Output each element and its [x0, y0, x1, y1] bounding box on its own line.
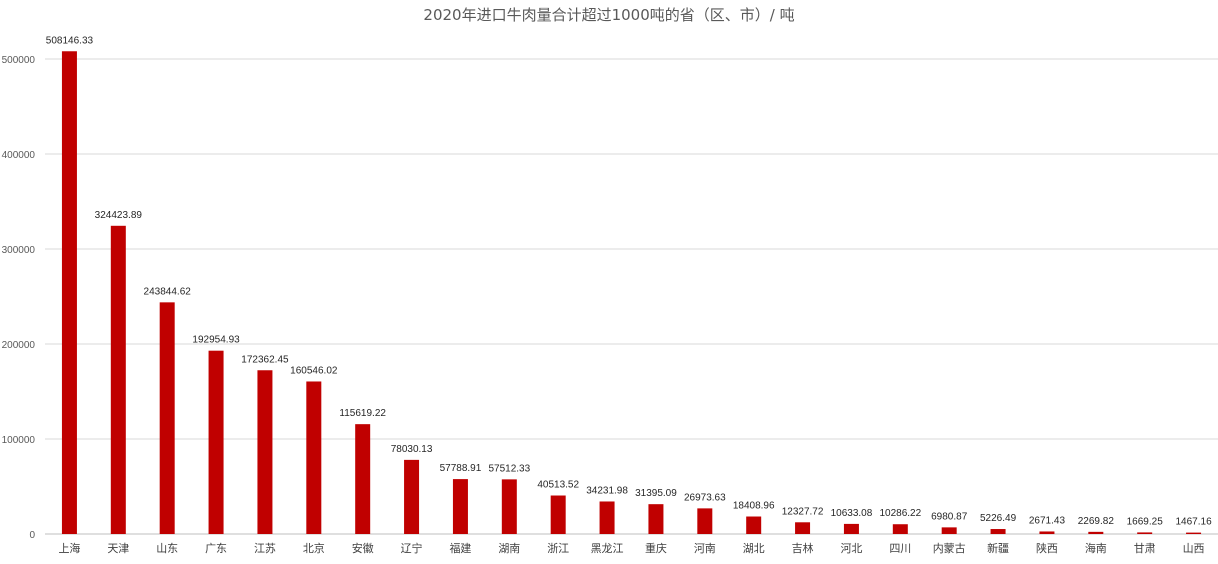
data-label: 2671.43 — [1029, 515, 1066, 526]
data-label: 192954.93 — [192, 335, 240, 346]
data-label: 10286.22 — [879, 508, 921, 519]
bar — [159, 302, 175, 534]
data-label: 6980.87 — [931, 511, 968, 522]
x-tick-label: 重庆 — [645, 541, 667, 555]
x-tick-label: 安徽 — [352, 541, 374, 555]
bar — [110, 225, 126, 534]
data-label: 34231.98 — [586, 485, 628, 496]
x-tick-label: 上海 — [58, 541, 80, 555]
bar — [843, 523, 859, 534]
data-label: 1467.16 — [1175, 517, 1212, 528]
data-label: 31395.09 — [635, 488, 677, 499]
x-tick-label: 陕西 — [1036, 541, 1058, 555]
bar — [892, 524, 908, 534]
x-tick-label: 吉林 — [792, 541, 814, 555]
bar — [61, 51, 77, 534]
x-tick-label: 天津 — [107, 542, 129, 555]
data-label: 57512.33 — [488, 463, 530, 474]
data-label: 18408.96 — [733, 501, 775, 512]
bar — [599, 501, 615, 534]
x-tick-label: 辽宁 — [401, 541, 423, 555]
bar — [550, 495, 566, 534]
data-label: 1669.25 — [1127, 516, 1164, 527]
data-label: 115619.22 — [339, 408, 386, 419]
bar — [1088, 531, 1104, 534]
x-tick-label: 新疆 — [987, 541, 1009, 555]
bar — [990, 529, 1006, 534]
x-tick-label: 江苏 — [254, 542, 276, 555]
y-tick-label: 200000 — [2, 340, 36, 351]
bar — [941, 527, 957, 534]
x-tick-label: 海南 — [1085, 541, 1107, 555]
chart-title: 2020年进口牛肉量合计超过1000吨的省（区、市）/ 吨 — [423, 6, 794, 24]
data-label: 5226.49 — [980, 513, 1017, 524]
x-tick-label: 山东 — [156, 542, 178, 555]
gridlines — [45, 58, 1218, 535]
y-tick-label: 100000 — [2, 435, 36, 446]
data-label: 57788.91 — [440, 463, 482, 474]
bar — [257, 370, 273, 534]
data-label: 2269.82 — [1078, 516, 1115, 527]
x-tick-label: 北京 — [303, 541, 325, 555]
bar — [208, 350, 224, 534]
data-label: 324423.89 — [95, 210, 143, 221]
data-label: 10633.08 — [831, 508, 873, 519]
y-tick-label: 400000 — [2, 150, 36, 161]
data-label: 26973.63 — [684, 492, 726, 503]
y-axis-ticks: 0 100000 200000 300000 400000 500000 — [2, 55, 36, 541]
data-label: 172362.45 — [241, 354, 289, 365]
bar — [306, 381, 322, 534]
data-label: 12327.72 — [782, 506, 824, 517]
x-tick-label: 河南 — [694, 542, 716, 555]
bar — [404, 459, 420, 534]
x-tick-label: 福建 — [449, 541, 471, 555]
data-label: 40513.52 — [537, 480, 579, 491]
bar — [1039, 531, 1055, 534]
x-tick-label: 湖北 — [743, 542, 765, 555]
data-labels: 508146.33 324423.89 243844.62 192954.931723… — [46, 35, 1212, 527]
data-label: 160546.02 — [290, 365, 338, 376]
y-tick-label: 500000 — [2, 55, 36, 66]
bar — [1137, 532, 1153, 534]
data-label: 78030.13 — [391, 444, 433, 455]
data-label: 243844.62 — [144, 286, 192, 297]
bar — [795, 522, 811, 534]
bar — [746, 516, 762, 534]
y-tick-label: 0 — [29, 530, 35, 541]
x-tick-label: 黑龙江 — [591, 542, 624, 555]
x-tick-label: 甘肃 — [1134, 542, 1156, 555]
x-tick-label: 浙江 — [547, 542, 569, 555]
x-tick-label: 四川 — [889, 542, 911, 555]
x-tick-label: 山西 — [1183, 542, 1205, 555]
x-tick-label: 内蒙古 — [933, 541, 966, 555]
y-tick-label: 300000 — [2, 245, 36, 256]
x-axis-ticks: 上海 天津 山东 广东 江苏 北京 安徽 辽宁 福建 湖南 浙江 黑龙江 重庆 河南 湖北 吉林 河北 四川 内蒙古… — [58, 541, 1204, 555]
data-label: 508146.33 — [46, 35, 94, 46]
x-tick-label: 湖南 — [498, 542, 520, 555]
bar — [501, 479, 517, 534]
x-tick-label: 河北 — [840, 542, 862, 555]
bar — [648, 504, 664, 534]
bar — [355, 424, 371, 534]
bar — [1186, 532, 1202, 534]
bar — [697, 508, 713, 534]
x-tick-label: 广东 — [205, 542, 227, 555]
bars — [61, 51, 1202, 534]
bar — [452, 479, 468, 534]
